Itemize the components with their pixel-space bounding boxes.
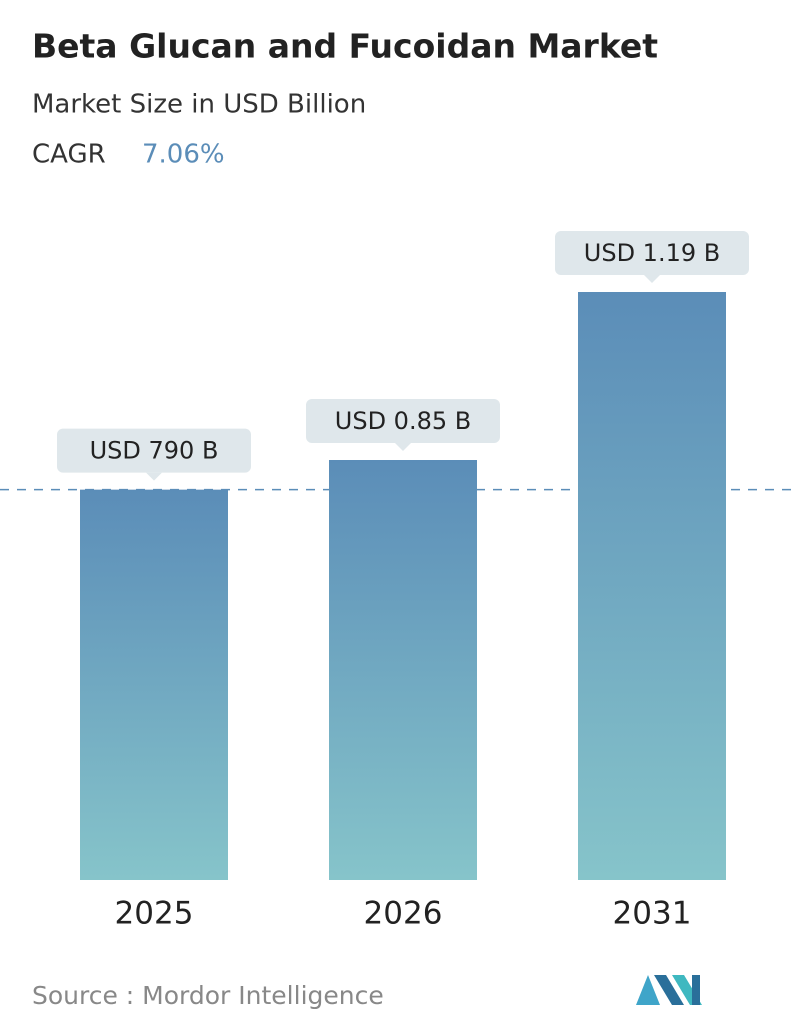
label-pointer xyxy=(644,275,660,283)
label-bubble xyxy=(555,231,749,275)
cagr-value: 7.06% xyxy=(142,140,225,170)
value-label: USD 790 B xyxy=(90,437,219,465)
label-bubble xyxy=(306,399,500,443)
chart-subtitle: Market Size in USD Billion xyxy=(32,90,366,120)
source: Source : Mordor Intelligence xyxy=(32,981,384,1010)
chart-title: Beta Glucan and Fucoidan Market xyxy=(32,27,658,66)
logo xyxy=(636,975,702,1005)
value-label: USD 1.19 B xyxy=(584,239,720,267)
label-bubble xyxy=(57,428,251,473)
bar xyxy=(329,460,477,880)
label-pointer xyxy=(395,443,411,451)
x-tick-label: 2031 xyxy=(613,896,692,932)
bar xyxy=(578,292,726,880)
x-tick-label: 2025 xyxy=(115,896,194,932)
label-pointer xyxy=(146,472,162,481)
cagr-label: CAGR xyxy=(32,140,106,170)
x-tick-label: 2026 xyxy=(364,896,443,932)
value-label: USD 0.85 B xyxy=(335,407,471,435)
bar xyxy=(80,489,228,880)
